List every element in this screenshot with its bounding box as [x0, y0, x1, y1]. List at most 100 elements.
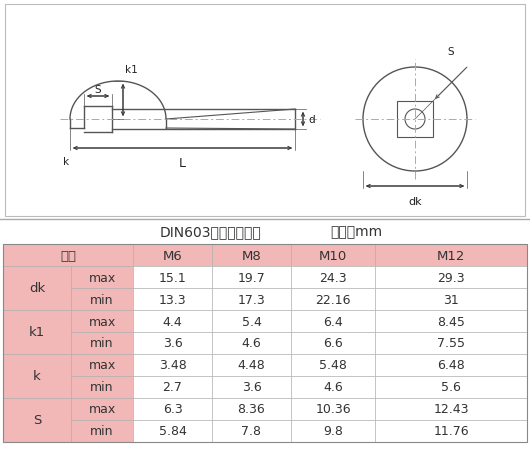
Bar [71, 354, 133, 376]
Bar [133, 420, 212, 442]
Text: 7.8: 7.8 [242, 425, 261, 437]
Bar [71, 376, 133, 398]
Bar [212, 332, 291, 354]
Text: M10: M10 [319, 249, 347, 262]
Text: 5.48: 5.48 [319, 359, 347, 372]
Text: 5.4: 5.4 [242, 315, 261, 328]
Text: k: k [63, 157, 69, 167]
Bar [3, 245, 527, 442]
Bar [291, 398, 375, 420]
Bar [291, 332, 375, 354]
Bar [375, 310, 527, 332]
Bar [71, 332, 133, 354]
Bar [397, 102, 433, 138]
Text: 7.55: 7.55 [437, 337, 465, 350]
Text: 12.43: 12.43 [433, 403, 469, 415]
Bar [291, 354, 375, 376]
Text: max: max [89, 403, 116, 415]
Text: k: k [33, 369, 41, 383]
Text: 3.48: 3.48 [158, 359, 187, 372]
Bar [375, 420, 527, 442]
Text: 5.6: 5.6 [441, 381, 461, 394]
Text: dk: dk [29, 282, 45, 295]
Bar [375, 398, 527, 420]
Bar [3, 310, 71, 354]
Text: k1: k1 [125, 65, 138, 75]
Text: DIN603大头方颈螺栓: DIN603大头方颈螺栓 [160, 224, 262, 239]
Text: M8: M8 [242, 249, 261, 262]
Text: 8.36: 8.36 [237, 403, 266, 415]
Text: 2.7: 2.7 [163, 381, 182, 394]
Text: 17.3: 17.3 [237, 293, 266, 306]
Bar [291, 288, 375, 310]
Text: 3.6: 3.6 [163, 337, 182, 350]
Text: 15.1: 15.1 [158, 271, 187, 284]
Bar [133, 332, 212, 354]
Bar [3, 398, 71, 442]
Text: 6.3: 6.3 [163, 403, 182, 415]
Text: 8.45: 8.45 [437, 315, 465, 328]
Text: 4.6: 4.6 [242, 337, 261, 350]
Bar [212, 376, 291, 398]
Text: min: min [90, 337, 114, 350]
Text: min: min [90, 293, 114, 306]
Bar [212, 288, 291, 310]
Text: 22.16: 22.16 [315, 293, 351, 306]
Bar [133, 398, 212, 420]
Bar [291, 310, 375, 332]
Text: dk: dk [408, 196, 422, 207]
Bar [5, 5, 525, 217]
Text: 4.48: 4.48 [237, 359, 266, 372]
Bar [3, 266, 71, 310]
Bar [212, 398, 291, 420]
Text: 11.76: 11.76 [433, 425, 469, 437]
Text: 3.6: 3.6 [242, 381, 261, 394]
Text: 6.6: 6.6 [323, 337, 343, 350]
Text: 5.84: 5.84 [158, 425, 187, 437]
Text: 31: 31 [443, 293, 459, 306]
Text: L: L [179, 157, 186, 170]
Text: min: min [90, 425, 114, 437]
Text: 19.7: 19.7 [237, 271, 266, 284]
Text: k1: k1 [29, 326, 45, 339]
Bar [133, 354, 212, 376]
Text: max: max [89, 271, 116, 284]
Bar [375, 354, 527, 376]
Bar [212, 266, 291, 288]
Bar [3, 354, 71, 398]
Text: max: max [89, 315, 116, 328]
Bar [212, 245, 291, 266]
Text: 9.8: 9.8 [323, 425, 343, 437]
Bar [71, 266, 133, 288]
Bar [291, 266, 375, 288]
Text: 10.36: 10.36 [315, 403, 351, 415]
Bar [375, 332, 527, 354]
Bar [133, 266, 212, 288]
Text: M12: M12 [437, 249, 465, 262]
Text: 6.48: 6.48 [437, 359, 465, 372]
Bar [133, 376, 212, 398]
Bar [71, 398, 133, 420]
Bar [375, 245, 527, 266]
Bar [71, 310, 133, 332]
Bar [375, 266, 527, 288]
Text: S: S [448, 47, 454, 57]
Text: d: d [308, 115, 315, 125]
Bar [133, 245, 212, 266]
Bar [291, 420, 375, 442]
Text: 24.3: 24.3 [319, 271, 347, 284]
Bar [71, 420, 133, 442]
Bar [291, 245, 375, 266]
Text: 4.6: 4.6 [323, 381, 343, 394]
Text: M6: M6 [163, 249, 182, 262]
Text: 6.4: 6.4 [323, 315, 343, 328]
Text: max: max [89, 359, 116, 372]
Text: 规格: 规格 [60, 249, 76, 262]
Bar [291, 376, 375, 398]
Bar [71, 288, 133, 310]
Text: S: S [33, 414, 41, 426]
Text: min: min [90, 381, 114, 394]
Bar [212, 354, 291, 376]
Bar [212, 420, 291, 442]
Bar [212, 310, 291, 332]
